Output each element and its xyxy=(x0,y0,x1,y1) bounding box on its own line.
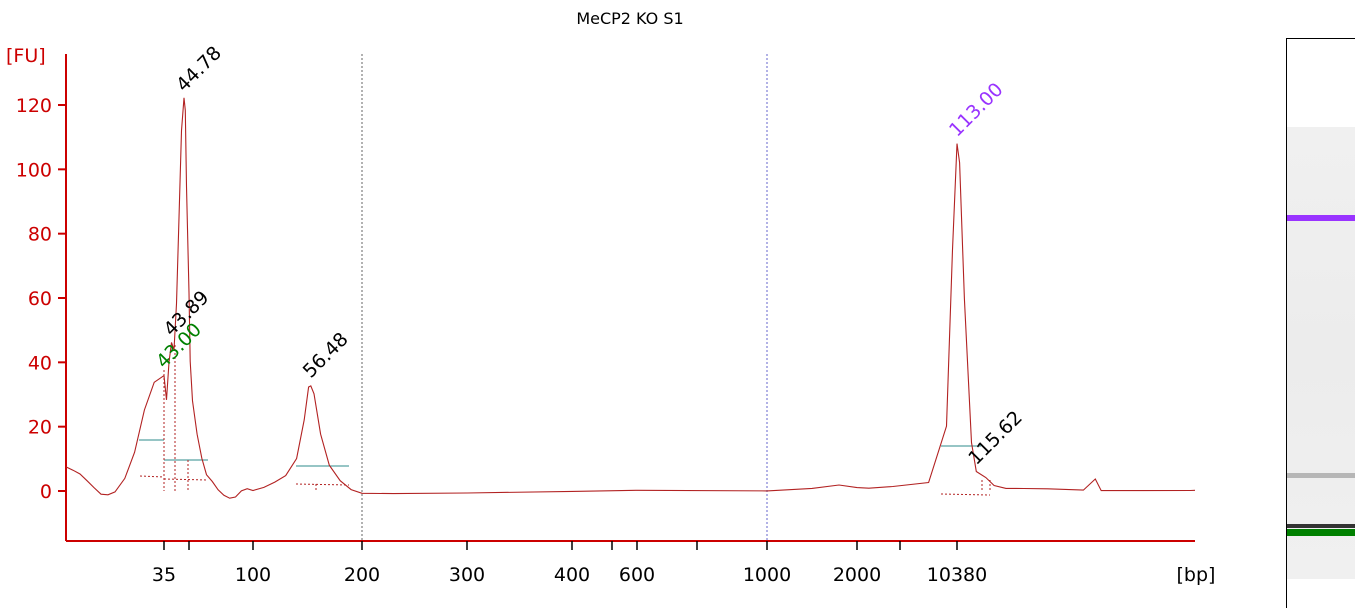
marker-lines xyxy=(361,54,768,541)
x-tick-label: 200 xyxy=(344,564,380,586)
x-ticks: 35 100 200 300 400 600 1000 2000 10380 xyxy=(152,541,987,586)
axes xyxy=(65,54,1195,542)
x-tick-label: 600 xyxy=(619,564,655,586)
x-tick-label: 1000 xyxy=(743,564,791,586)
x-axis-label: [bp] xyxy=(1177,564,1216,586)
electropherogram-trace xyxy=(65,97,1196,499)
y-tick-label: 20 xyxy=(28,417,52,439)
chart-title: MeCP2 KO S1 xyxy=(576,9,683,28)
y-tick-label: 120 xyxy=(16,95,52,117)
y-ticks: 0 20 40 60 80 100 120 xyxy=(16,95,66,503)
x-tick-label: 400 xyxy=(554,564,590,586)
x-tick-label: 2000 xyxy=(833,564,881,586)
gel-lane xyxy=(1287,127,1355,579)
peak-baselines xyxy=(139,345,991,496)
trace-layer xyxy=(65,97,1196,499)
peak-area-boundary xyxy=(940,493,991,496)
y-tick-label: 100 xyxy=(16,159,52,181)
gel-band-faint-band xyxy=(1287,473,1355,478)
peak-label: 44.78 xyxy=(172,42,226,96)
x-tick-label: 300 xyxy=(449,564,485,586)
peak-label: 56.48 xyxy=(299,328,353,382)
peak-area-boundary xyxy=(139,475,165,478)
y-tick-label: 40 xyxy=(28,352,52,374)
y-tick-label: 60 xyxy=(28,288,52,310)
gel-band-lower-marker xyxy=(1287,529,1355,536)
y-axis-label: [FU] xyxy=(6,45,46,67)
gel-image-panel xyxy=(1286,38,1355,608)
electropherogram-chart: MeCP2 KO S1 [FU] [bp] 0 20 40 60 80 100 120 35… xyxy=(6,9,1216,586)
gel-band-dark xyxy=(1287,524,1355,528)
y-tick-label: 80 xyxy=(28,224,52,246)
peak-label: 113.00 xyxy=(945,79,1008,142)
peak-area-boundary xyxy=(295,483,350,486)
gel-band-upper-marker xyxy=(1287,215,1355,221)
y-tick-label: 0 xyxy=(40,481,52,503)
x-tick-label: 35 xyxy=(152,564,176,586)
x-tick-label: 10380 xyxy=(927,564,987,586)
x-tick-label: 100 xyxy=(235,564,271,586)
peak-label: 115.62 xyxy=(964,407,1027,470)
peak-area-boundary xyxy=(163,478,209,481)
